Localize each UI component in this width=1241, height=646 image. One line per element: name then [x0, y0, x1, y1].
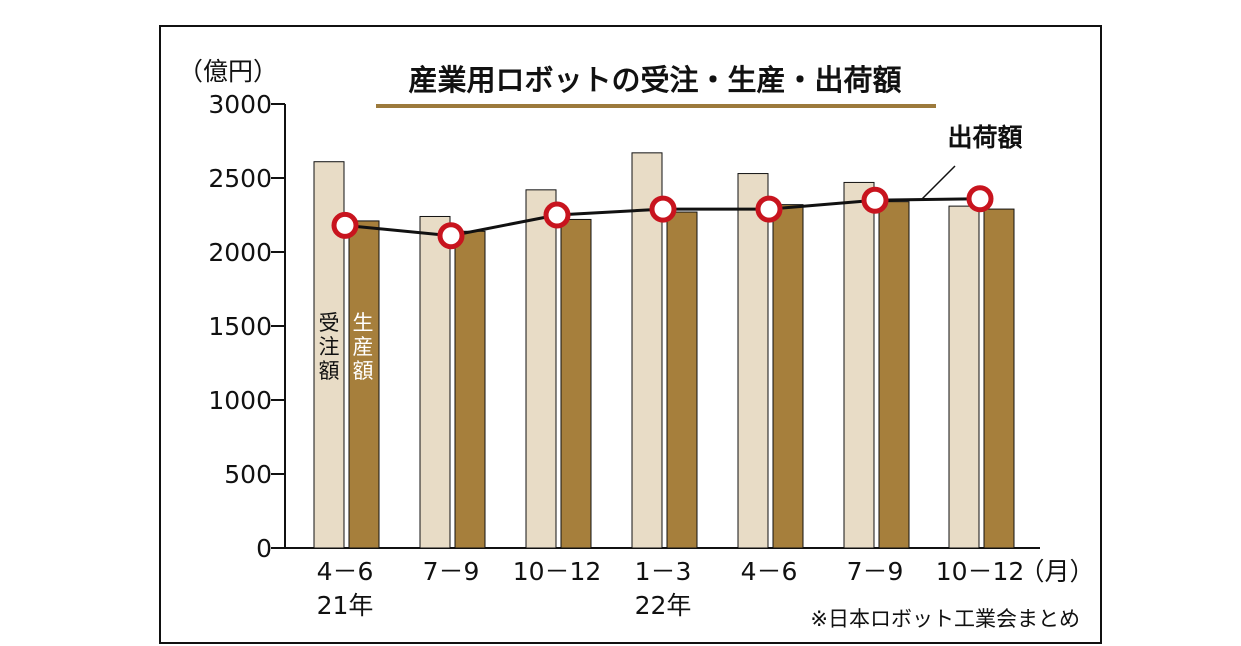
bar-orders [737, 173, 769, 549]
x-tick-label: 7－9 [847, 557, 904, 586]
bar-production [666, 211, 698, 549]
bar-production [983, 208, 1015, 549]
production-label-char: 生 [353, 311, 374, 335]
bar-orders [525, 189, 557, 549]
year-label: 21年 [317, 591, 374, 620]
line-series [331, 185, 994, 250]
shipments-point [966, 185, 994, 213]
x-tick-label: 10－12 [936, 557, 1025, 586]
x-tick-label: 4－6 [317, 557, 374, 586]
shipments-point [437, 222, 465, 250]
production-label: 生 産 額 [353, 311, 374, 383]
bar-production [560, 218, 592, 549]
chart-title: 産業用ロボットの受注・生産・出荷額 [408, 63, 901, 97]
bar-orders [419, 215, 451, 549]
shipments-leader-line [920, 165, 956, 201]
bar-production [878, 201, 910, 549]
shipments-point [755, 195, 783, 223]
shipments-label: 出荷額 [947, 123, 1022, 152]
orders-label-char: 額 [319, 359, 340, 383]
x-axis-unit: （月） [1019, 557, 1094, 586]
y-tick-label: 2500 [208, 164, 272, 193]
x-tick-label: 10－12 [513, 557, 602, 586]
orders-label: 受 注 額 [319, 311, 340, 383]
production-label-char: 産 [353, 335, 374, 359]
bar-production [772, 204, 804, 549]
bar-orders [843, 181, 875, 549]
orders-label-char: 注 [319, 335, 340, 359]
x-tick-label: 7－9 [423, 557, 480, 586]
y-tick-label: 0 [256, 534, 272, 563]
bar-orders [631, 152, 663, 549]
y-axis-ticks: 0 500 1000 1500 2000 2500 3000 [208, 90, 285, 563]
y-tick-label: 1000 [208, 386, 272, 415]
bar-production [348, 220, 380, 549]
y-axis-unit: （億円） [178, 57, 278, 86]
bar-series [313, 152, 1015, 549]
shipments-point [543, 201, 571, 229]
orders-label-char: 受 [319, 311, 340, 335]
bar-production [454, 230, 486, 549]
y-tick-label: 1500 [208, 312, 272, 341]
x-tick-label: 4－6 [741, 557, 798, 586]
production-label-char: 額 [353, 359, 374, 383]
shipments-point [861, 186, 889, 214]
bar-orders [948, 205, 980, 549]
y-tick-label: 500 [224, 460, 272, 489]
shipments-point [331, 211, 359, 239]
y-tick-label: 2000 [208, 238, 272, 267]
year-label: 22年 [635, 591, 692, 620]
x-tick-label: 1－3 [635, 557, 692, 586]
shipments-point [649, 195, 677, 223]
x-axis-labels: 4－6 7－9 10－12 1－3 4－6 7－9 10－12 [317, 557, 1025, 586]
y-tick-label: 3000 [208, 90, 272, 119]
source-note: ※日本ロボット工業会まとめ [810, 607, 1080, 631]
